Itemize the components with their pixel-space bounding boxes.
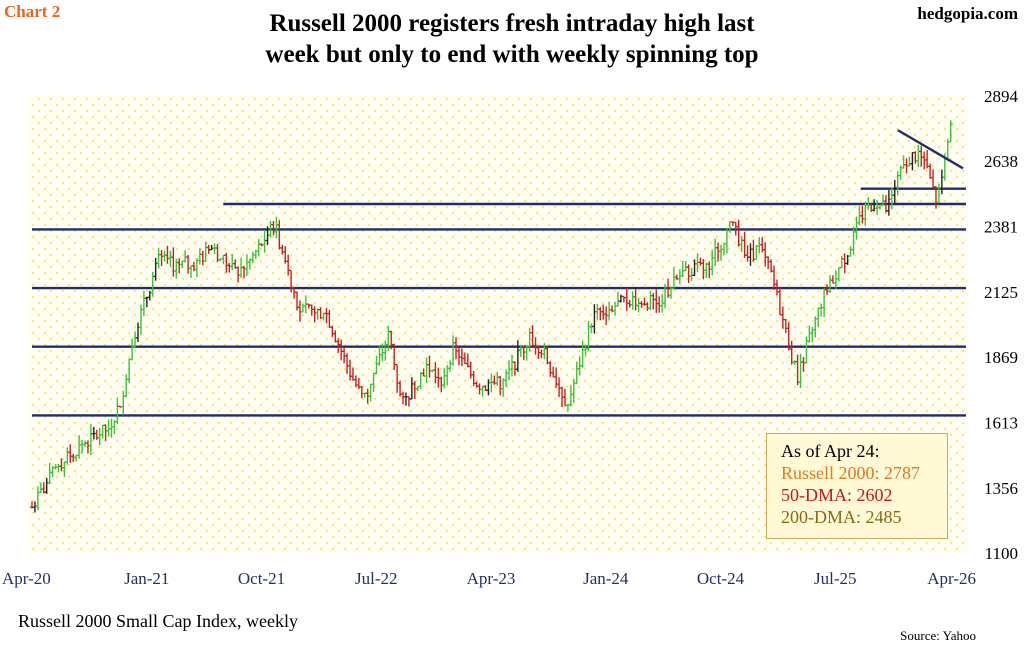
source-label: Source: Yahoo [900,628,976,643]
legend-box: As of Apr 24: Russell 2000: 2787 50-DMA:… [766,433,948,539]
y-tick-label: 1869 [984,348,1018,367]
legend-50dma: 50-DMA: 2602 [781,485,893,505]
legend-200dma: 200-DMA: 2485 [781,507,902,527]
y-tick-label: 2381 [984,218,1018,237]
y-tick-label: 2125 [984,283,1018,302]
x-tick-label: Apr-26 [927,569,976,588]
chart-subtitle: Russell 2000 Small Cap Index, weekly [18,611,298,631]
legend-heading: As of Apr 24: [781,441,880,461]
legend-russell: Russell 2000: 2787 [781,463,921,483]
ohlc-bar [948,120,953,143]
x-tick-label: Jul-22 [355,569,398,588]
y-tick-label: 1613 [984,413,1018,432]
x-tick-label: Oct-24 [697,569,745,588]
chart-label: Chart 2 [4,2,61,21]
trendline [897,129,964,170]
y-tick-label: 1356 [984,479,1018,498]
y-tick-label: 2894 [984,87,1019,106]
x-tick-label: Jan-24 [583,569,629,588]
x-tick-label: Apr-23 [467,569,516,588]
x-tick-label: Jul-25 [814,569,857,588]
x-tick-label: Apr-20 [2,569,51,588]
x-tick-label: Jan-21 [124,569,169,588]
brand-label: hedgopia.com [917,4,1018,23]
y-tick-label: 1100 [985,544,1018,563]
y-tick-label: 2638 [984,152,1018,171]
chart-title: Russell 2000 registers fresh intraday hi… [265,10,759,68]
x-tick-label: Oct-21 [238,569,285,588]
